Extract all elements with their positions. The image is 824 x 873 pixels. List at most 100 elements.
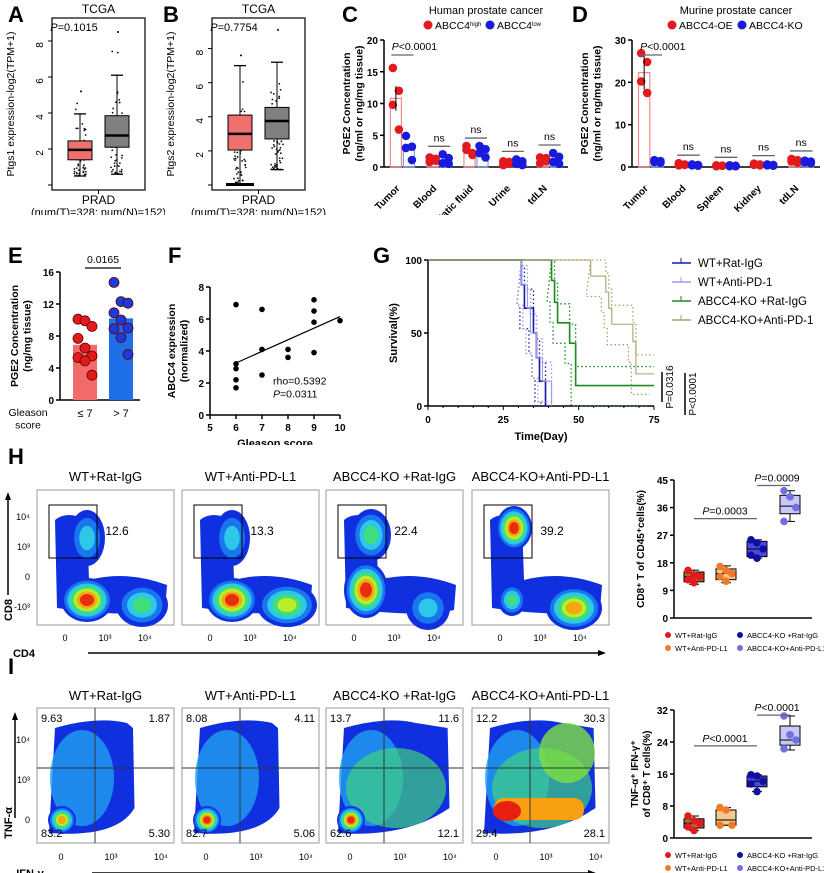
legend-label: WT+Anti-PD-1 — [698, 277, 772, 289]
data-point — [83, 127, 86, 130]
data-point — [234, 157, 237, 160]
x-tick-label: 10³ — [393, 852, 406, 862]
plot-frame — [211, 17, 306, 191]
data-point — [728, 821, 736, 829]
data-point — [273, 140, 275, 142]
x-axis-label: CD4 — [13, 648, 36, 660]
y-tick-label: 8 — [198, 283, 204, 294]
chart-title: Murine prostate cancer — [680, 5, 793, 17]
x-tick-label: 6 — [233, 423, 239, 434]
y-axis-label: (ng/ml or ng/mg tissue) — [353, 45, 365, 161]
data-point — [780, 745, 788, 753]
x-tick-label: Tumor — [373, 183, 402, 212]
flow-plot-title: ABCC4-KO+Anti-PD-L1 — [472, 469, 610, 484]
x-tick-label: ≤ 7 — [77, 408, 92, 420]
y-axis-label: PGE2 Concentration — [341, 52, 353, 154]
arrow-head-icon — [588, 870, 596, 873]
y-tick-label: 24 — [657, 738, 669, 749]
x-tick-label: 7 — [259, 423, 265, 434]
y-axis-label: Survival(%) — [388, 303, 400, 363]
data-point — [113, 162, 116, 165]
x-tick-label: tdLN — [777, 183, 801, 207]
chart-h-flow-cd8-cd4: WT+Rat-IgG 12.6 0 10³ 10⁴ WT+Anti-PD-L1 13.3 0 1… — [3, 469, 610, 660]
data-point — [401, 143, 411, 153]
data-point — [696, 819, 704, 827]
density-hotspot — [203, 816, 211, 824]
density-hotspot — [132, 597, 152, 613]
data-point — [780, 486, 788, 495]
confidence-band — [428, 259, 650, 407]
quadrant-ur-value: 11.6 — [438, 713, 459, 725]
legend-marker — [665, 852, 671, 858]
data-point — [271, 166, 274, 169]
x-axis-label: Gleason score — [237, 438, 313, 445]
y-tick-label: 9 — [662, 586, 668, 597]
data-point — [110, 156, 113, 159]
data-point — [271, 147, 273, 149]
data-point — [122, 349, 134, 360]
chart-title: TCGA — [82, 2, 115, 16]
significance-label: ns — [758, 142, 769, 154]
data-point — [243, 158, 246, 161]
data-point — [241, 160, 243, 162]
y-tick-label: 30 — [615, 36, 627, 47]
legend-marker — [737, 632, 743, 638]
data-point — [722, 566, 730, 575]
y-tick-label: 8 — [195, 49, 206, 55]
p-value-annotation: P=0.1015 — [50, 22, 97, 34]
flow-plot-title: ABCC4-KO +Rat-IgG — [333, 688, 456, 703]
data-point — [270, 91, 272, 94]
data-point — [74, 108, 77, 111]
data-point — [642, 88, 652, 98]
quadrant-ll-value: 29.4 — [476, 828, 497, 840]
flow-plot-title: ABCC4-KO+Anti-PD-L1 — [472, 688, 610, 703]
data-point — [234, 155, 237, 158]
x-tick-label: 0 — [58, 852, 63, 862]
data-point — [759, 777, 767, 785]
panel-label-d: D — [572, 2, 588, 27]
data-point — [83, 129, 86, 132]
data-point — [279, 146, 282, 149]
quadrant-ur-value: 1.87 — [149, 713, 170, 725]
x-tick-label: 8 — [285, 423, 291, 434]
x-tick-label: Spleen — [695, 183, 726, 214]
y-tick-label: 0 — [620, 163, 626, 174]
data-point — [444, 159, 454, 169]
quadrant-lr-value: 5.30 — [149, 828, 170, 840]
density-hotspot — [57, 815, 67, 825]
data-point — [278, 82, 281, 85]
legend-marker — [665, 632, 671, 638]
x-tick-label: 25 — [498, 415, 510, 426]
data-point — [233, 385, 239, 391]
data-point — [115, 332, 127, 343]
significance-label-1: P=0.0316 — [665, 365, 676, 409]
gate-box — [193, 504, 243, 559]
y-tick-label: 2 — [198, 379, 204, 390]
density-hotspot — [224, 525, 240, 551]
data-point — [75, 171, 78, 174]
legend-label: ABCC4-KO+Anti-PD-L1 — [747, 644, 824, 653]
data-point — [235, 168, 237, 171]
legend-label: ABCC4-KO +Rat-IgG — [747, 851, 818, 860]
data-point — [272, 143, 275, 146]
zero-cluster — [226, 183, 254, 186]
data-point — [72, 333, 84, 344]
gate-box — [337, 504, 387, 559]
y-tick-label: 0 — [372, 163, 378, 174]
data-point — [244, 164, 246, 166]
data-point — [722, 806, 730, 814]
data-point — [725, 161, 734, 171]
x-tick-label: 0 — [347, 852, 352, 862]
y-tick-label: 6 — [35, 78, 46, 84]
data-point — [108, 307, 120, 319]
data-point — [753, 539, 761, 547]
data-point — [237, 179, 240, 182]
quadrant-lr-value: 28.1 — [584, 828, 605, 840]
data-point — [84, 170, 87, 173]
data-point — [236, 151, 239, 154]
data-point — [271, 102, 274, 105]
legend-label: WT+Rat-IgG — [675, 631, 717, 640]
y-axis-label: PGE2 Concentration — [579, 52, 591, 154]
data-point — [311, 319, 317, 325]
y-axis-label: CD8⁺ T of CD45⁺cells(%) — [636, 490, 647, 608]
